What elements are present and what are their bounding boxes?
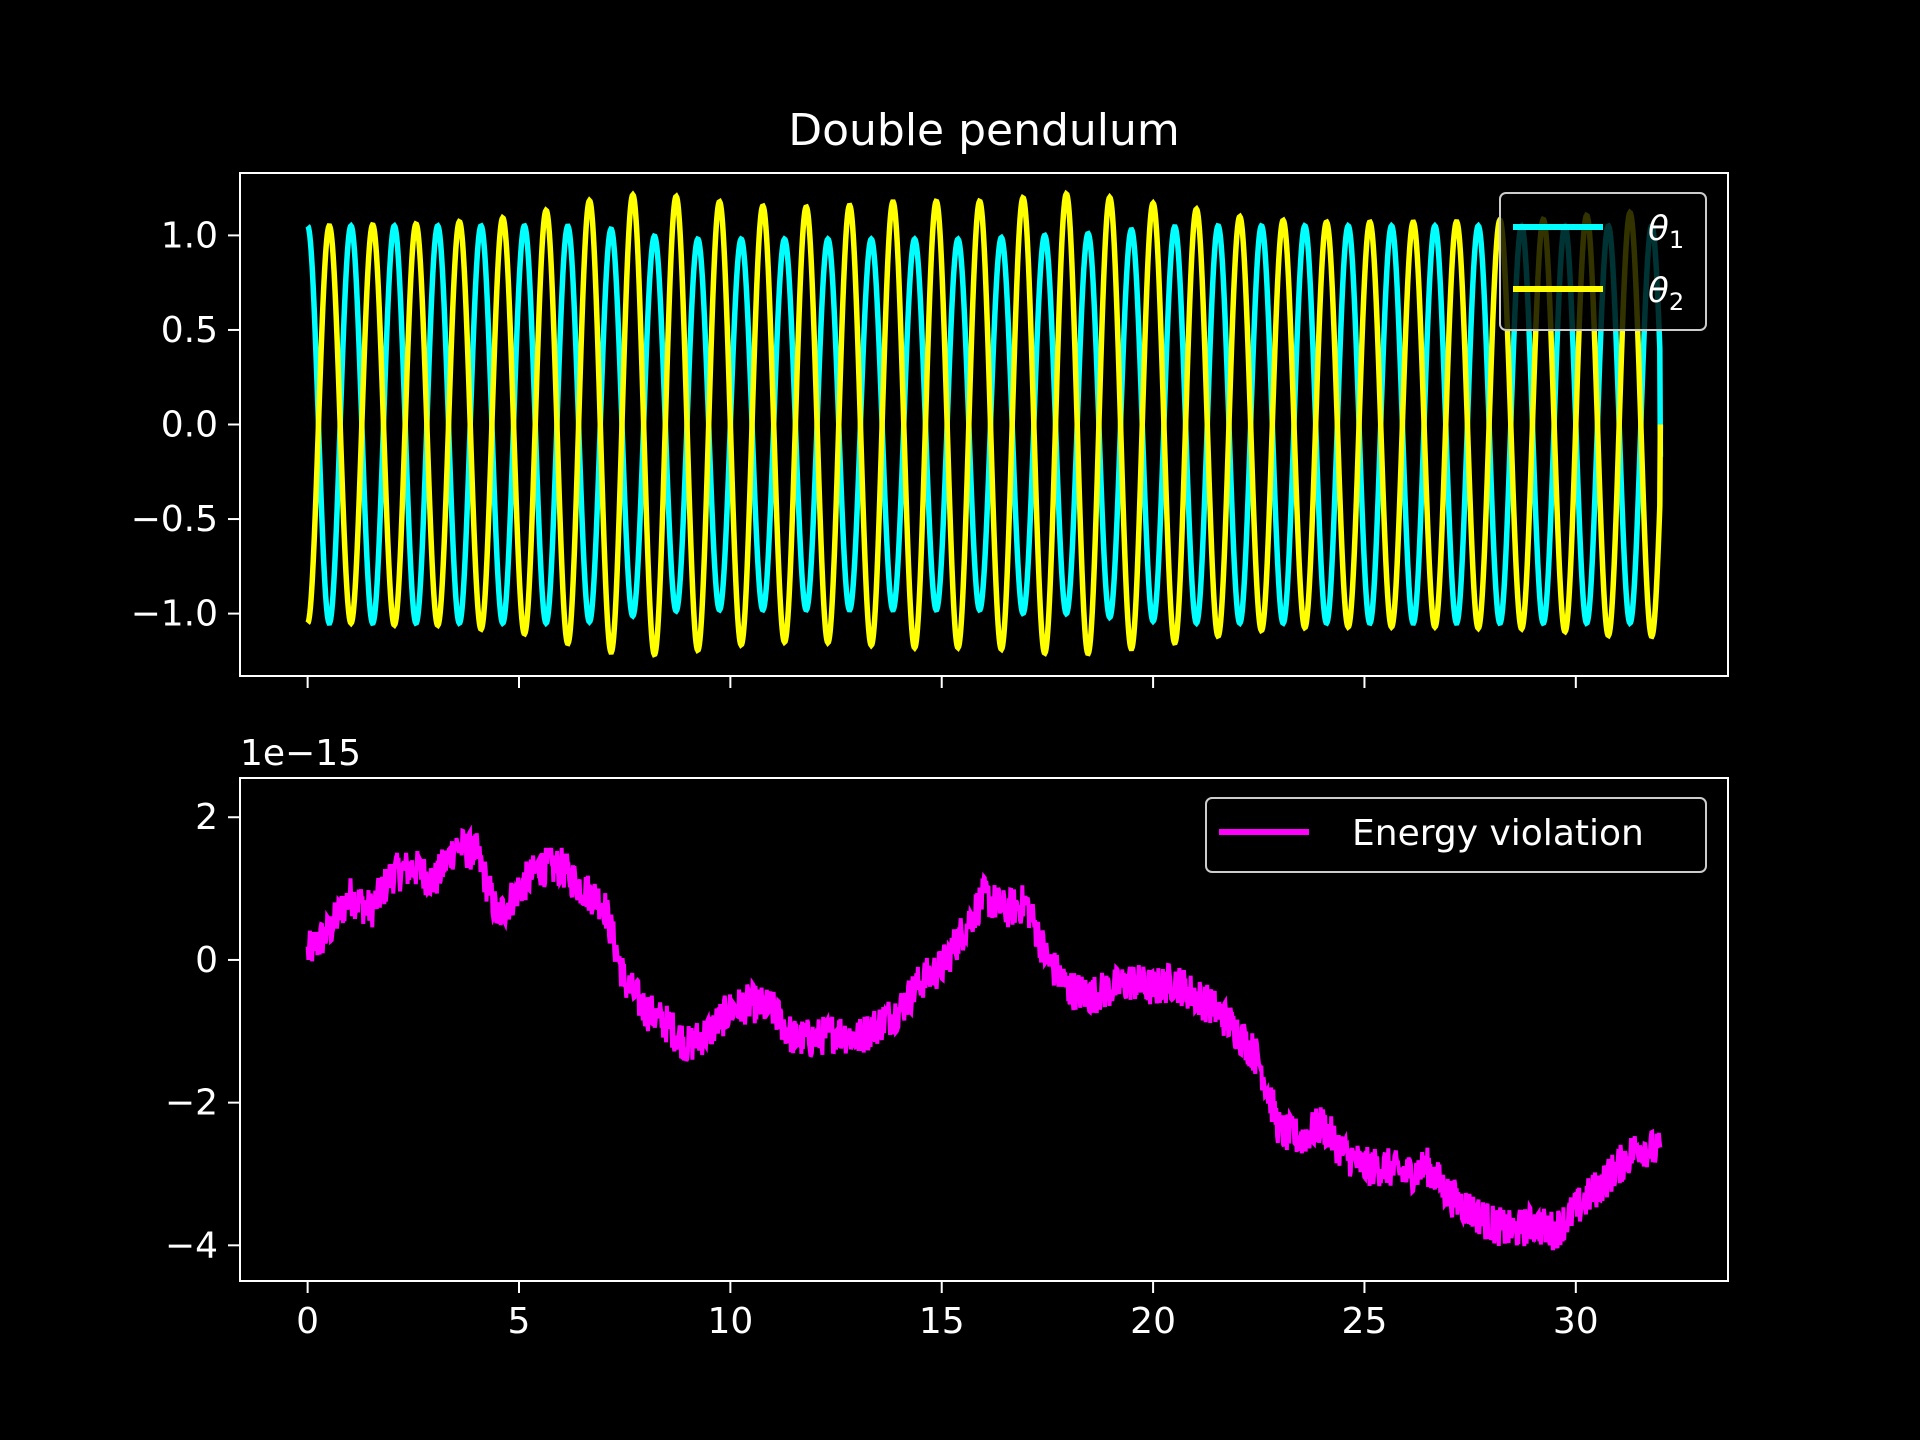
bottom-xtick-label: 10 [707,1301,753,1342]
legend-theta1-subscript: 1 [1669,226,1684,254]
legend-label-theta1: θ1 [1648,209,1684,254]
bottom-xtick-label: 0 [296,1301,319,1342]
bottom-ytick-label: 2 [195,797,218,838]
legend-label-theta2: θ2 [1648,271,1684,316]
top-series-group [305,189,1664,658]
series-line-theta1 [305,221,1664,628]
top-legend: θ1 θ2 [1499,192,1707,331]
bottom-xtick-label: 25 [1342,1301,1388,1342]
chart-title: Double pendulum [788,105,1180,156]
legend-label-energy: Energy violation [1352,813,1644,854]
bottom-xtick-label: 15 [919,1301,965,1342]
bottom-xtick-label: 30 [1553,1301,1599,1342]
legend-theta2-subscript: 2 [1669,288,1684,316]
top-ytick-label: −0.5 [131,499,218,540]
legend-theta2-symbol: θ [1648,271,1669,311]
top-ytick-label: 0.5 [161,310,218,351]
bottom-legend: Energy violation [1205,797,1707,873]
bottom-xtick-label: 20 [1130,1301,1176,1342]
bottom-xtick-label: 5 [508,1301,531,1342]
top-ytick-label: 0.0 [161,405,218,446]
bottom-ytick-label: −4 [165,1225,218,1266]
axes-top: Double pendulum 1.00.50.0−0.5−1.0 θ1 θ2 [131,105,1729,688]
series-line-energy-violation [305,824,1663,1251]
y-offset-label: 1e−15 [240,733,361,774]
bottom-series-group [305,824,1663,1251]
legend-theta1-symbol: θ [1648,209,1669,249]
top-ytick-label: −1.0 [131,594,218,635]
series-line-theta2 [305,189,1664,658]
bottom-ytick-label: 0 [195,940,218,981]
top-ticks-group: 1.0 0.5 0.0 −0.5 −1.0 [131,215,1577,688]
bottom-ytick-label: −2 [165,1083,218,1124]
bottom-legend-box [1205,797,1707,873]
top-ytick-label: 1.0 [161,215,218,256]
